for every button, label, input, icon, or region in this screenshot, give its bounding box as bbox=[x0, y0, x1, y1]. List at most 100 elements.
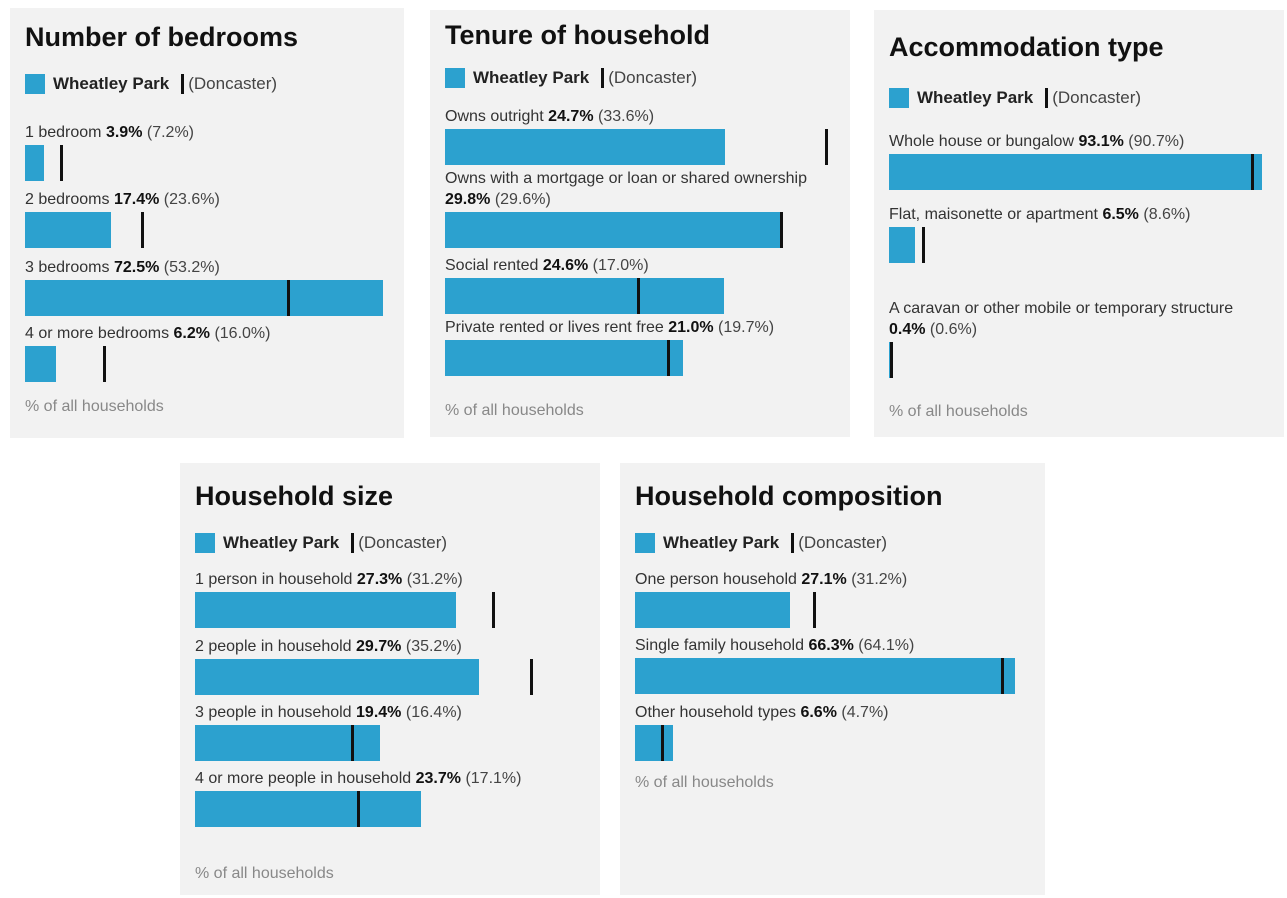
legend-area-name: Wheatley Park bbox=[473, 68, 590, 87]
comparison-label: (29.6%) bbox=[494, 191, 551, 208]
value-label: 29.8% bbox=[445, 191, 491, 208]
bar-track bbox=[195, 725, 535, 761]
comparison-label: (23.6%) bbox=[163, 191, 220, 208]
value-label: 21.0% bbox=[668, 319, 714, 336]
bar-row: 4 or more people in household 23.7% (17.… bbox=[195, 768, 535, 827]
comparison-label: (90.7%) bbox=[1128, 133, 1185, 150]
bar-track bbox=[195, 659, 535, 695]
legend-marker bbox=[181, 74, 185, 94]
category-label: 4 or more people in household bbox=[195, 770, 412, 787]
bar-track bbox=[25, 346, 387, 382]
bar-track bbox=[635, 658, 1019, 694]
bar-track bbox=[25, 280, 387, 316]
bar-track bbox=[25, 212, 387, 248]
bar bbox=[445, 278, 724, 314]
bar-track bbox=[445, 212, 830, 248]
comparison-label: (16.4%) bbox=[405, 704, 462, 721]
bar-track bbox=[635, 725, 1019, 761]
value-label: 23.7% bbox=[415, 770, 461, 787]
category-label: A caravan or other mobile or temporary s… bbox=[889, 300, 1234, 317]
legend-area-name: Wheatley Park bbox=[663, 533, 780, 552]
comparison-label: (31.2%) bbox=[851, 571, 908, 588]
comparison-marker bbox=[59, 145, 63, 181]
comparison-label: (35.2%) bbox=[405, 638, 462, 655]
bar bbox=[445, 129, 726, 165]
bar-track bbox=[889, 342, 1266, 378]
footnote: % of all households bbox=[889, 403, 1028, 420]
bar bbox=[25, 280, 383, 316]
value-label: 6.2% bbox=[173, 325, 210, 342]
bar bbox=[889, 227, 916, 263]
comparison-marker bbox=[1251, 154, 1255, 190]
bar-track bbox=[889, 227, 1266, 263]
category-label: 2 people in household bbox=[195, 638, 352, 655]
chart-title: Tenure of household bbox=[445, 20, 710, 50]
category-label: Whole house or bungalow bbox=[889, 133, 1075, 150]
comparison-marker bbox=[350, 725, 354, 761]
bar-track bbox=[195, 592, 535, 628]
bar bbox=[25, 212, 111, 248]
bar bbox=[195, 592, 456, 628]
bar bbox=[25, 145, 45, 181]
comparison-label: (17.1%) bbox=[465, 770, 522, 787]
bar bbox=[195, 725, 381, 761]
bar-track bbox=[635, 592, 1019, 628]
panel-household-size: Household size Wheatley Park (Doncaster) 1 … bbox=[180, 463, 600, 895]
legend-swatch bbox=[25, 74, 45, 94]
bar bbox=[635, 592, 791, 628]
bar-row: Private rented or lives rent free 21.0% … bbox=[445, 317, 830, 376]
bar-label: Single family household 66.3% (64.1%) bbox=[635, 635, 1019, 656]
bar-row: 1 person in household 27.3% (31.2%) bbox=[195, 569, 535, 628]
comparison-marker bbox=[660, 725, 664, 761]
category-label: 3 bedrooms bbox=[25, 259, 110, 276]
bar-track bbox=[445, 278, 830, 314]
footnote: % of all households bbox=[25, 398, 164, 415]
category-label: Private rented or lives rent free bbox=[445, 319, 664, 336]
comparison-marker bbox=[286, 280, 290, 316]
comparison-marker bbox=[1001, 658, 1005, 694]
bar-row: Other household types 6.6% (4.7%) bbox=[635, 702, 1019, 761]
bar bbox=[635, 658, 1015, 694]
category-label: Flat, maisonette or apartment bbox=[889, 206, 1098, 223]
legend-area-name: Wheatley Park bbox=[223, 533, 340, 552]
bar-label: Whole house or bungalow 93.1% (90.7%) bbox=[889, 131, 1266, 152]
bar-row: One person household 27.1% (31.2%) bbox=[635, 569, 1019, 628]
category-label: 1 person in household bbox=[195, 571, 353, 588]
value-label: 66.3% bbox=[808, 637, 854, 654]
chart-title: Accommodation type bbox=[889, 32, 1164, 62]
bar-row: Social rented 24.6% (17.0%) bbox=[445, 255, 830, 314]
category-label: 4 or more bedrooms bbox=[25, 325, 170, 342]
bar bbox=[25, 346, 56, 382]
legend-comparison-name: (Doncaster) bbox=[798, 533, 888, 552]
bar-track bbox=[195, 791, 535, 827]
bar-row: Flat, maisonette or apartment 6.5% (8.6%… bbox=[889, 204, 1266, 263]
legend-comparison-name: (Doncaster) bbox=[188, 74, 278, 93]
comparison-label: (7.2%) bbox=[146, 124, 194, 141]
legend-comparison-name: (Doncaster) bbox=[608, 68, 698, 87]
comparison-marker bbox=[636, 278, 640, 314]
bar-label: One person household 27.1% (31.2%) bbox=[635, 569, 1019, 590]
legend-marker bbox=[351, 533, 355, 553]
footnote: % of all households bbox=[445, 402, 584, 419]
comparison-label: (4.7%) bbox=[841, 704, 889, 721]
value-label: 72.5% bbox=[113, 259, 160, 276]
bar bbox=[445, 212, 783, 248]
legend: Wheatley Park (Doncaster) bbox=[25, 74, 277, 94]
value-label: 24.7% bbox=[548, 108, 594, 125]
footnote: % of all households bbox=[635, 774, 774, 791]
bar-label: Owns outright 24.7% (33.6%) bbox=[445, 106, 830, 127]
bar-label: 3 bedrooms 72.5% (53.2%) bbox=[25, 257, 387, 278]
legend-marker bbox=[601, 68, 605, 88]
value-label: 24.6% bbox=[542, 257, 589, 274]
legend: Wheatley Park (Doncaster) bbox=[445, 68, 697, 88]
bar-label: 1 bedroom 3.9% (7.2%) bbox=[25, 122, 387, 143]
legend: Wheatley Park (Doncaster) bbox=[635, 533, 887, 553]
bar-label: Flat, maisonette or apartment 6.5% (8.6%… bbox=[889, 204, 1266, 225]
comparison-marker bbox=[667, 340, 671, 376]
comparison-label: (53.2%) bbox=[163, 259, 220, 276]
comparison-marker bbox=[491, 592, 495, 628]
bar-row: A caravan or other mobile or temporary s… bbox=[889, 298, 1266, 378]
comparison-marker bbox=[103, 346, 106, 382]
bar bbox=[889, 154, 1262, 190]
category-label: 3 people in household bbox=[195, 704, 352, 721]
